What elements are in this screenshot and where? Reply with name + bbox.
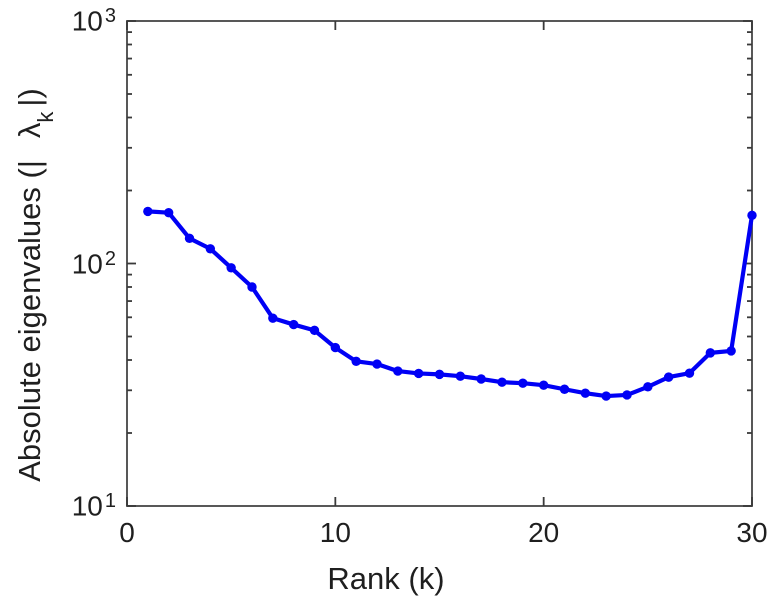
data-point <box>434 369 445 380</box>
data-point <box>163 207 174 218</box>
x-tick-label: 0 <box>119 517 135 548</box>
data-point <box>288 319 299 330</box>
x-tick-label: 10 <box>319 517 351 548</box>
data-point <box>143 206 153 217</box>
data-point <box>393 366 403 376</box>
x-axis-label: Rank (k) <box>327 561 445 596</box>
data-point <box>413 368 424 379</box>
axes-box <box>126 20 753 507</box>
y-tick-label: 10 1 <box>71 490 116 522</box>
data-point <box>268 313 278 323</box>
data-point <box>226 263 236 273</box>
data-point <box>372 359 382 369</box>
data-point <box>497 377 507 387</box>
data-point <box>330 342 341 353</box>
lambda-subscript: k <box>33 111 59 123</box>
data-point <box>455 371 466 381</box>
lambda-symbol: λ <box>12 122 47 139</box>
data-point <box>476 374 486 384</box>
data-point <box>705 348 716 358</box>
data-point <box>726 346 736 356</box>
data-point <box>247 282 257 292</box>
y-axis-label-suffix: |) <box>12 88 47 107</box>
data-point <box>643 382 653 392</box>
data-point <box>559 384 570 394</box>
data-point <box>580 388 591 398</box>
y-axis-label-prefix: Absolute eigenvalues (| <box>12 160 47 482</box>
y-tick-label: 10 2 <box>71 247 116 279</box>
x-tick-label: 30 <box>736 517 768 548</box>
data-point <box>747 210 757 221</box>
data-point <box>351 356 361 367</box>
data-point <box>309 325 320 336</box>
data-point <box>184 233 195 244</box>
data-point <box>663 372 674 382</box>
data-point <box>538 380 549 390</box>
y-tick-label: 10 3 <box>71 5 116 37</box>
y-axis-label: Absolute eigenvalues (| λk |) <box>12 88 58 482</box>
data-point <box>684 368 695 378</box>
x-tick-label: 20 <box>528 517 560 548</box>
data-point <box>601 391 611 401</box>
data-line <box>145 209 755 399</box>
data-point <box>518 378 528 388</box>
data-point <box>622 390 632 400</box>
data-point <box>205 244 216 254</box>
